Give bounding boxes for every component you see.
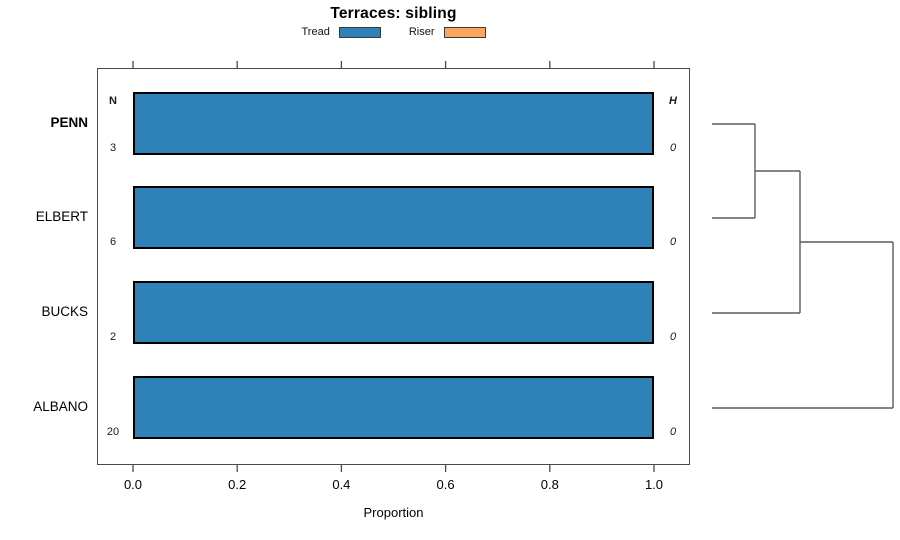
legend-item-riser: Riser	[409, 26, 486, 38]
legend-swatch-tread	[338, 26, 381, 38]
x-axis-title: Proportion	[363, 505, 424, 520]
row-label-penn: PENN	[50, 115, 88, 130]
legend-label-tread: Tread	[301, 26, 330, 38]
row-label-elbert: ELBERT	[35, 209, 88, 224]
legend-swatch-riser	[443, 26, 486, 38]
n-value: 3	[109, 142, 117, 154]
h-value: 0	[669, 142, 677, 154]
legend: Tread Riser	[97, 26, 690, 38]
legend-label-riser: Riser	[408, 26, 435, 38]
chart-title: Terraces: sibling	[330, 5, 457, 22]
n-value: 6	[109, 236, 117, 248]
x-tick-label: 0.2	[228, 477, 247, 492]
x-tick-label: 1.0	[644, 477, 664, 492]
x-tick-label: 0.0	[123, 477, 143, 492]
h-value: 0	[669, 426, 677, 438]
x-tick-label: 0.8	[540, 477, 559, 492]
n-value: 2	[109, 331, 117, 343]
x-tick-label: 0.6	[436, 477, 455, 492]
row-label-albano: ALBANO	[33, 399, 88, 414]
bar-segment-tread	[133, 281, 654, 344]
row-label-bucks: BUCKS	[41, 304, 88, 319]
n-value: 20	[106, 426, 120, 438]
legend-item-tread: Tread	[302, 26, 381, 38]
n-column-header: N	[109, 95, 117, 107]
bar-segment-tread	[133, 92, 654, 155]
h-value: 0	[669, 236, 677, 248]
bar-segment-tread	[133, 376, 654, 439]
bar-segment-tread	[133, 186, 654, 249]
h-column-header: H	[669, 95, 677, 107]
h-value: 0	[669, 331, 677, 343]
x-tick-label: 0.4	[332, 477, 351, 492]
